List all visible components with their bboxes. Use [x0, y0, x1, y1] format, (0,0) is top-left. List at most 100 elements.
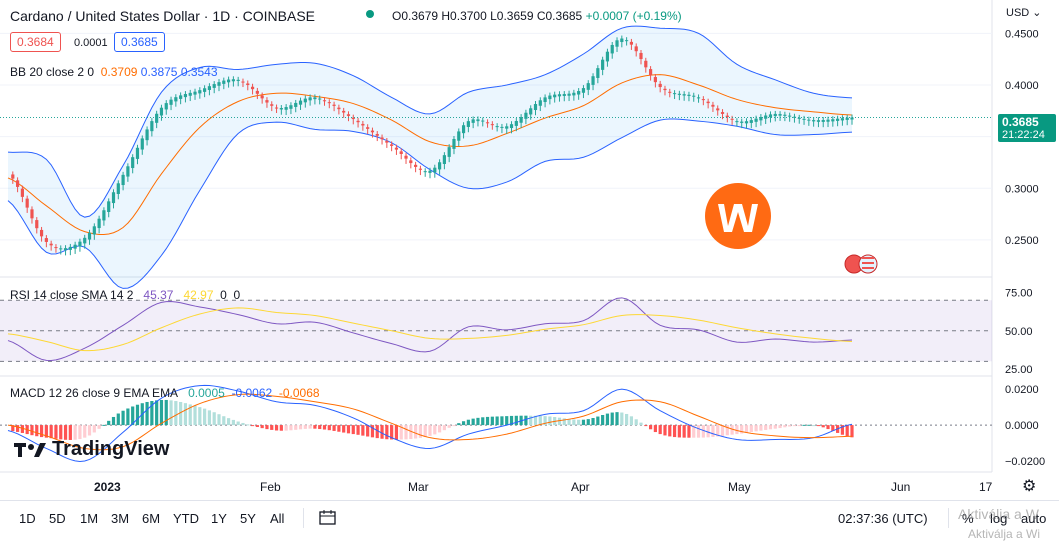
candle-body [418, 168, 423, 170]
macd-histogram-bar [169, 400, 173, 426]
candle-body [131, 157, 135, 169]
signal-line [7, 393, 853, 451]
range-3m[interactable]: 3M [111, 511, 130, 526]
currency-select[interactable]: USD ⌄ [1006, 6, 1042, 19]
macd-hist-value: -0.0068 [278, 386, 320, 400]
candle-body [634, 46, 638, 52]
candle-body [509, 124, 514, 129]
candle-body [797, 117, 801, 119]
candle-body [519, 117, 523, 123]
rsi-legend[interactable]: RSI 14 close SMA 14 2 45.37 42.97 0 0 [10, 288, 240, 302]
macd-histogram-bar [788, 425, 792, 427]
macd-histogram-bar [87, 425, 92, 436]
percent-toggle[interactable]: % [962, 511, 974, 526]
candle-body [399, 151, 403, 155]
macd-name: MACD 12 26 close 9 EMA EMA [10, 386, 179, 400]
candle-body [59, 248, 63, 250]
macd-histogram-bar [318, 425, 322, 430]
macd-histogram-bar [797, 425, 801, 427]
candle-body [97, 218, 101, 229]
candle-body [121, 174, 125, 186]
buy-button[interactable]: 0.3685 [114, 32, 165, 52]
chevron-down-icon: ⌄ [1032, 7, 1042, 19]
symbol-title[interactable]: Cardano / United States Dollar · 1D · CO… [10, 8, 316, 24]
utc-clock[interactable]: 02:37:36 (UTC) [838, 511, 928, 526]
candle-body [366, 127, 370, 129]
price-tick-label: 0.3000 [1005, 183, 1039, 195]
macd-histogram-bar [174, 401, 178, 426]
candle-body [591, 76, 595, 85]
macd-histogram-bar [342, 425, 346, 433]
bb-lower-value: 0.3543 [180, 65, 218, 79]
time-axis-label: 17 [979, 480, 993, 494]
candle-body [807, 119, 811, 121]
log-toggle[interactable]: log [990, 511, 1008, 526]
candle-body [54, 247, 58, 249]
last-price: 0.3685 [1002, 115, 1039, 129]
sell-button[interactable]: 0.3684 [10, 32, 61, 52]
range-1y[interactable]: 1Y [211, 511, 227, 526]
range-1d[interactable]: 1D [19, 511, 36, 526]
macd-histogram-bar [39, 425, 44, 438]
range-6m[interactable]: 6M [142, 511, 161, 526]
time-axis-label: Apr [571, 480, 590, 494]
spread-value: 0.0001 [74, 37, 108, 49]
macd-histogram-bar [735, 425, 739, 435]
candle-body [768, 114, 773, 118]
activation-watermark: Aktiválja a W [958, 506, 1039, 522]
candle-body [457, 131, 461, 141]
rsi-tick-label: 25.00 [1005, 364, 1033, 376]
macd-legend[interactable]: MACD 12 26 close 9 EMA EMA 0.0005 -0.006… [10, 386, 320, 400]
candle-body [212, 84, 216, 88]
candle-body [289, 105, 293, 109]
macd-histogram-bar [231, 419, 235, 426]
candle-body [73, 244, 77, 249]
macd-histogram-bar [457, 423, 461, 426]
bb-legend[interactable]: BB 20 close 2 0 0.3709 0.3875 0.3543 [10, 65, 218, 79]
range-5d[interactable]: 5D [49, 511, 66, 526]
range-all[interactable]: All [270, 511, 285, 526]
macd-histogram-bar [44, 425, 48, 438]
candle-body [236, 79, 240, 81]
macd-histogram-bar [744, 425, 749, 433]
macd-histogram-bar [20, 425, 24, 433]
macd-histogram-bar [711, 425, 715, 437]
macd-histogram-bar [476, 417, 480, 426]
range-ytd[interactable]: YTD [173, 511, 199, 526]
calendar-range-icon[interactable] [319, 510, 337, 526]
macd-histogram-bar [581, 419, 586, 426]
candle-body [505, 126, 509, 129]
macd-histogram-bar [562, 418, 566, 426]
candle-body [773, 113, 777, 117]
macd-histogram-bar [668, 425, 672, 437]
candle-body [294, 102, 298, 107]
macd-histogram-bar [696, 425, 701, 438]
macd-histogram-bar [816, 425, 821, 427]
macd-histogram-bar [308, 425, 312, 429]
bb-basis-line [7, 74, 853, 236]
logo-text: TradingView [52, 438, 170, 460]
macd-tick-label: −0.0200 [1005, 456, 1045, 468]
candle-body [274, 107, 279, 109]
candle-body [658, 83, 662, 88]
candle-body [821, 120, 825, 122]
candle-body [816, 120, 821, 122]
candle-body [183, 94, 188, 98]
range-5y[interactable]: 5Y [240, 511, 256, 526]
macd-histogram-bar [188, 404, 192, 426]
settings-gear-icon[interactable]: ⚙ [1022, 478, 1037, 495]
auto-toggle[interactable]: auto [1021, 511, 1047, 526]
macd-histogram-bar [596, 416, 600, 426]
macd-histogram-bar [821, 425, 825, 428]
macd-histogram-bar [279, 425, 283, 431]
candle-body [337, 107, 341, 110]
tradingview-logo[interactable]: TradingView [14, 438, 169, 461]
candle-body [145, 129, 149, 141]
candle-body [159, 107, 164, 116]
range-1m[interactable]: 1M [80, 511, 99, 526]
candle-body [217, 82, 221, 86]
macd-histogram-bar [677, 425, 681, 438]
macd-histogram-bar [390, 425, 394, 440]
candle-body [207, 86, 212, 90]
